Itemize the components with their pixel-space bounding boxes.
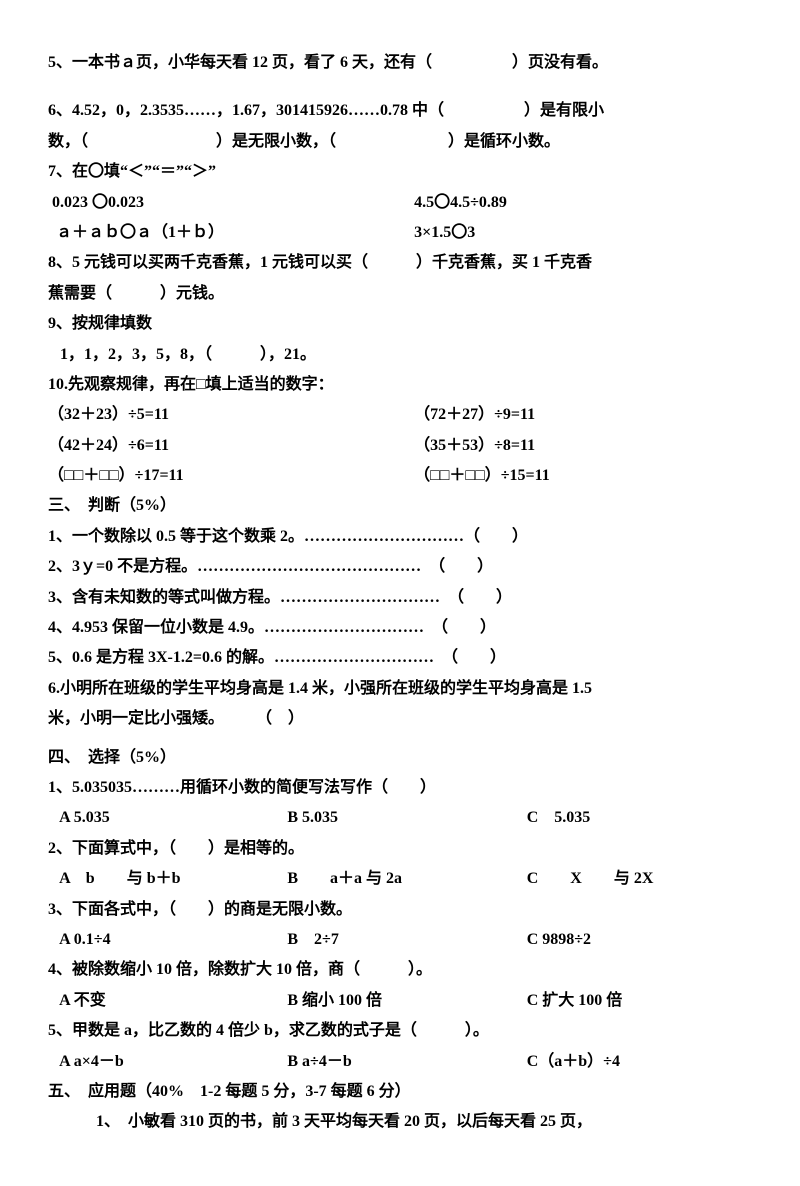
judge-5: 5、0.6 是方程 3X-1.2=0.6 的解。………………………… （ ） (48, 643, 752, 673)
question-10-row1: （32＋23）÷5=11 （72＋27）÷9=11 (48, 400, 752, 430)
c4-c: C 扩大 100 倍 (527, 986, 752, 1016)
app-1: 1、 小敏看 310 页的书，前 3 天平均每天看 20 页，以后每天看 25 … (48, 1107, 752, 1137)
choice-4-options: A 不变 B 缩小 100 倍 C 扩大 100 倍 (48, 986, 752, 1016)
question-6-line1: 6、4.52，0，2.3535……，1.67，301415926……0.78 中… (48, 96, 752, 126)
q7-2-right: 3×1.5〇3 (414, 218, 752, 248)
question-7-row2: ａ＋ａｂ〇ａ（1＋ｂ） 3×1.5〇3 (48, 218, 752, 248)
choice-5: 5、甲数是 a，比乙数的 4 倍少 b，求乙数的式子是（ ）。 (48, 1016, 752, 1046)
judge-2: 2、3ｙ=0 不是方程。…………………………………… （ ） (48, 552, 752, 582)
choice-4: 4、被除数缩小 10 倍，除数扩大 10 倍，商（ ）。 (48, 955, 752, 985)
section-3-header: 三、 判断（5%） (48, 491, 752, 521)
judge-6-line1: 6.小明所在班级的学生平均身高是 1.4 米，小强所在班级的学生平均身高是 1.… (48, 674, 752, 704)
c2-b: B a＋a 与 2a (287, 864, 526, 894)
q10-3-left: （□□＋□□）÷17=11 (48, 461, 414, 491)
q10-1-left: （32＋23）÷5=11 (48, 400, 414, 430)
choice-3: 3、下面各式中，（ ）的商是无限小数。 (48, 895, 752, 925)
question-10: 10.先观察规律，再在□填上适当的数字： (48, 370, 752, 400)
question-9-seq: 1，1，2，3，5，8，（ ），21。 (48, 340, 752, 370)
c2-c: C X 与 2X (527, 864, 752, 894)
section-5-header: 五、 应用题（40% 1-2 每题 5 分，3-7 每题 6 分） (48, 1077, 752, 1107)
question-6-line2: 数，（ ）是无限小数，（ ）是循环小数。 (48, 127, 752, 157)
c5-a: A a×4－b (48, 1047, 287, 1077)
question-8-line2: 蕉需要（ ）元钱。 (48, 279, 752, 309)
question-7-row1: 0.023 〇0.023 4.5〇4.5÷0.89 (48, 188, 752, 218)
c1-c: C 5.035 (527, 803, 752, 833)
q10-3-right: （□□＋□□）÷15=11 (414, 461, 752, 491)
judge-3: 3、含有未知数的等式叫做方程。………………………… （ ） (48, 583, 752, 613)
q7-2-left: ａ＋ａｂ〇ａ（1＋ｂ） (48, 218, 414, 248)
judge-6-line2: 米，小明一定比小强矮。 （ ） (48, 704, 752, 734)
q10-1-right: （72＋27）÷9=11 (414, 400, 752, 430)
question-8-line1: 8、5 元钱可以买两千克香蕉，1 元钱可以买（ ）千克香蕉，买 1 千克香 (48, 248, 752, 278)
choice-2-options: A b 与 b＋b B a＋a 与 2a C X 与 2X (48, 864, 752, 894)
question-9: 9、按规律填数 (48, 309, 752, 339)
choice-5-options: A a×4－b B a÷4－b C（a＋b）÷4 (48, 1047, 752, 1077)
choice-1: 1、5.035035………用循环小数的简便写法写作（ ） (48, 773, 752, 803)
question-10-row3: （□□＋□□）÷17=11 （□□＋□□）÷15=11 (48, 461, 752, 491)
choice-1-options: A 5.035 B 5.035 C 5.035 (48, 803, 752, 833)
question-7: 7、在〇填“＜”“＝”“＞” (48, 157, 752, 187)
choice-3-options: A 0.1÷4 B 2÷7 C 9898÷2 (48, 925, 752, 955)
c1-a: A 5.035 (48, 803, 287, 833)
choice-2: 2、下面算式中，（ ）是相等的。 (48, 834, 752, 864)
judge-1: 1、一个数除以 0.5 等于这个数乘 2。…………………………（ ） (48, 522, 752, 552)
c5-b: B a÷4－b (287, 1047, 526, 1077)
c4-b: B 缩小 100 倍 (287, 986, 526, 1016)
judge-4: 4、4.953 保留一位小数是 4.9。………………………… （ ） (48, 613, 752, 643)
c3-c: C 9898÷2 (527, 925, 752, 955)
c3-a: A 0.1÷4 (48, 925, 287, 955)
q10-2-left: （42＋24）÷6=11 (48, 431, 414, 461)
section-4-header: 四、 选择（5%） (48, 743, 752, 773)
q10-2-right: （35＋53）÷8=11 (414, 431, 752, 461)
c3-b: B 2÷7 (287, 925, 526, 955)
q7-1-left: 0.023 〇0.023 (48, 188, 414, 218)
question-10-row2: （42＋24）÷6=11 （35＋53）÷8=11 (48, 431, 752, 461)
c4-a: A 不变 (48, 986, 287, 1016)
c1-b: B 5.035 (287, 803, 526, 833)
c2-a: A b 与 b＋b (48, 864, 287, 894)
c5-c: C（a＋b）÷4 (527, 1047, 752, 1077)
question-5: 5、一本书ａ页，小华每天看 12 页，看了 6 天，还有（ ）页没有看。 (48, 48, 752, 78)
q7-1-right: 4.5〇4.5÷0.89 (414, 188, 752, 218)
